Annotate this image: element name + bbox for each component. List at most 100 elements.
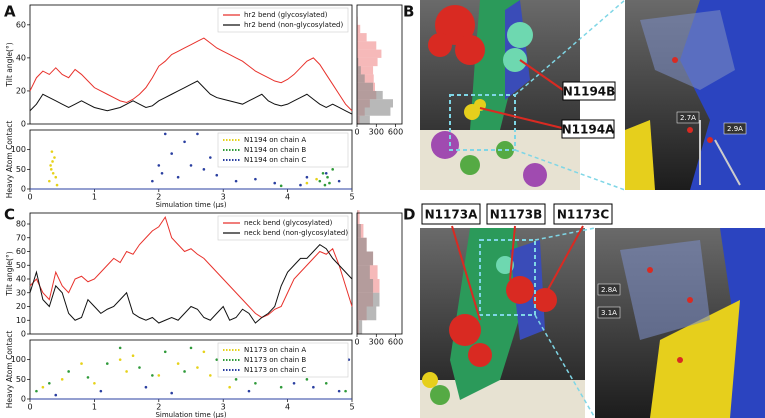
- contact-point: [48, 381, 51, 385]
- distance-label: 2.9A: [727, 125, 743, 133]
- residue-tag: N1194A: [562, 123, 615, 137]
- contact-point: [144, 385, 148, 389]
- legend-label: neck bend (glycosylated): [244, 219, 333, 227]
- legend-label: N1194 on chain A: [244, 136, 306, 144]
- contact-point: [160, 171, 164, 175]
- y-axis-label: Tilt angle(°): [5, 251, 14, 296]
- contact-point: [125, 370, 128, 373]
- contact-point: [151, 179, 154, 183]
- contact-point: [86, 376, 90, 379]
- x-tick-label: 4: [285, 193, 290, 202]
- line-series: [29, 80, 353, 115]
- histogram-bar: [357, 90, 383, 100]
- contact-point: [54, 393, 58, 397]
- contact-point: [105, 362, 109, 365]
- histogram-bar: [357, 115, 370, 124]
- x-axis-label: Simulation time (μs): [155, 201, 226, 209]
- contact-point: [315, 177, 318, 181]
- histogram-bar: [357, 49, 382, 58]
- contact-point: [324, 171, 328, 175]
- histogram-bar: [357, 99, 393, 108]
- y-tick-label: 10: [16, 316, 26, 325]
- x-tick-label: 2: [156, 403, 161, 412]
- contact-point: [189, 346, 193, 350]
- contact-point: [196, 132, 199, 136]
- contact-point: [183, 140, 186, 144]
- residue-tag: N1173A: [425, 208, 478, 222]
- histogram-bar: [357, 82, 374, 91]
- histogram-bar: [357, 57, 378, 67]
- contact-point: [228, 385, 231, 389]
- x-tick-label: 5: [349, 403, 354, 412]
- y-tick-label: 0: [21, 395, 26, 404]
- plot-frame: [29, 4, 353, 125]
- x-tick-label: 1: [92, 403, 97, 412]
- contact-point: [279, 385, 283, 389]
- histogram-bar: [357, 66, 361, 75]
- x-tick-label: 0: [27, 193, 32, 202]
- contact-point: [80, 362, 83, 365]
- x-tick-label: 2: [156, 193, 161, 202]
- histogram-bar: [357, 237, 367, 252]
- contact-point: [67, 370, 70, 373]
- contact-point: [151, 374, 154, 377]
- panel-label: B: [403, 3, 414, 21]
- panel-label: A: [4, 3, 16, 21]
- histogram-bar: [357, 33, 367, 42]
- contact-point: [118, 358, 122, 361]
- line-series: [29, 215, 353, 319]
- legend-box: [217, 342, 349, 378]
- contact-point: [51, 171, 55, 175]
- y-tick-label: 50: [16, 375, 26, 384]
- histogram-bar: [357, 24, 361, 34]
- histogram-bar: [357, 74, 365, 83]
- plot-frame: [356, 4, 403, 125]
- contact-point: [209, 374, 212, 377]
- distance-label: 3.1A: [601, 309, 617, 317]
- contact-point: [99, 389, 103, 393]
- plot-frame: [29, 212, 353, 335]
- y-tick-label: 40: [16, 275, 26, 284]
- distance-label: 2.8A: [601, 286, 617, 294]
- contact-point: [328, 181, 331, 185]
- contact-point: [202, 168, 206, 171]
- contact-point: [189, 164, 193, 167]
- x-tick-label: 300: [369, 128, 384, 137]
- histogram-bar: [357, 41, 377, 50]
- y-tick-label: 100: [11, 145, 26, 154]
- contact-point: [183, 370, 186, 373]
- histogram-bar: [357, 107, 391, 116]
- contact-point: [305, 175, 309, 179]
- histogram-bar: [357, 74, 374, 83]
- contact-point: [170, 152, 173, 155]
- y-axis-label: Heavy Atom Contact: [5, 331, 14, 409]
- x-tick-label: 0: [354, 128, 359, 137]
- contact-point: [41, 385, 45, 389]
- line-series: [29, 243, 353, 324]
- x-axis-label: Simulation time (μs): [155, 411, 226, 418]
- contact-point: [50, 150, 54, 153]
- y-axis-label: Heavy Atom Contact: [5, 121, 14, 199]
- y-tick-label: 0: [21, 120, 26, 129]
- contact-point: [234, 179, 238, 183]
- contact-point: [49, 168, 53, 171]
- contact-point: [318, 179, 322, 183]
- contact-point: [331, 168, 334, 171]
- legend-label: neck bend (non-glycosylated): [244, 229, 348, 237]
- contact-point: [49, 164, 52, 167]
- line-series: [29, 37, 353, 112]
- y-tick-label: 60: [16, 247, 26, 256]
- legend-label: N1173 on chain A: [244, 346, 306, 354]
- contact-point: [35, 389, 38, 393]
- legend-box: [217, 7, 349, 33]
- y-tick-label: 0: [21, 330, 26, 339]
- x-tick-label: 1: [92, 193, 97, 202]
- contact-point: [326, 175, 329, 179]
- contact-point: [299, 183, 302, 187]
- histogram-bar: [357, 210, 360, 224]
- contact-point: [312, 385, 315, 389]
- contact-point: [163, 350, 167, 354]
- legend-label: N1173 on chain C: [244, 366, 306, 374]
- contact-point: [305, 378, 309, 381]
